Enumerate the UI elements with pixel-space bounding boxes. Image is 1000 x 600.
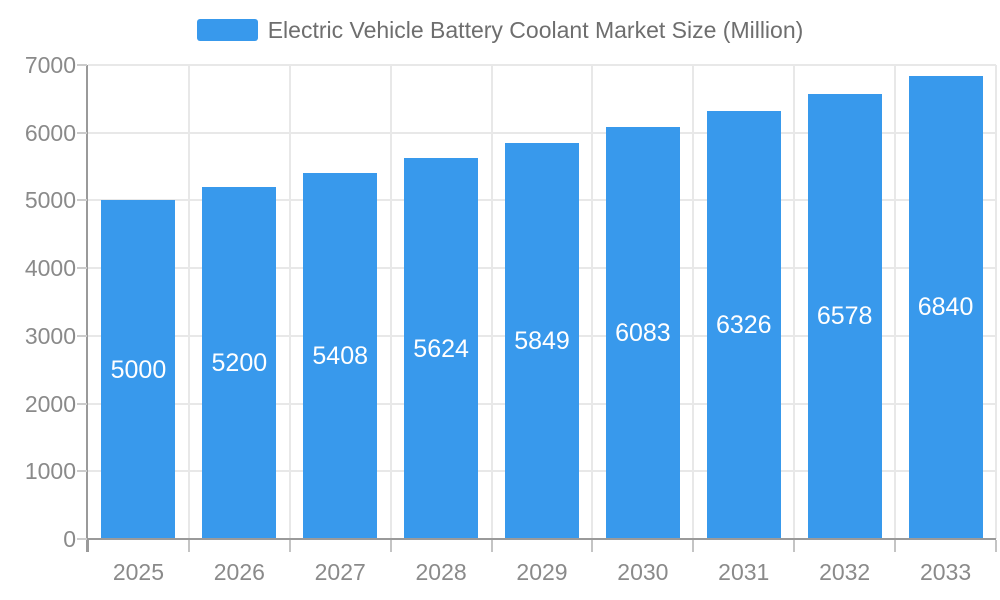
y-axis-label: 7000 (24, 52, 76, 78)
y-axis-label: 6000 (24, 119, 76, 146)
y-tick (77, 538, 87, 540)
bar[interactable]: 6840 (908, 75, 983, 539)
gridline-v (894, 65, 897, 539)
x-tick (288, 540, 291, 552)
y-axis-label: 4000 (24, 255, 76, 282)
gridline-h (88, 131, 996, 134)
bar-value-label: 6083 (615, 319, 671, 348)
bar-value-label: 5408 (312, 341, 369, 370)
bar[interactable]: 5408 (303, 172, 378, 539)
gridline-v (591, 65, 594, 539)
x-axis-label: 2033 (919, 559, 972, 585)
x-tick (389, 540, 392, 552)
y-tick (77, 64, 87, 66)
x-tick (591, 540, 594, 552)
y-axis-label: 0 (63, 526, 76, 552)
gridline-v (692, 65, 695, 539)
bar-value-label: 5000 (110, 355, 167, 384)
x-axis-label: 2030 (617, 559, 669, 585)
bar-value-label: 6840 (917, 293, 974, 322)
y-tick (77, 267, 87, 270)
bar[interactable]: 5000 (101, 200, 176, 539)
legend-label: Electric Vehicle Battery Coolant Market … (267, 17, 804, 43)
gridline-v (490, 65, 493, 539)
x-axis-label: 2029 (516, 559, 568, 585)
x-tick (894, 540, 897, 552)
legend-swatch (196, 19, 258, 41)
bar[interactable]: 6578 (807, 93, 882, 539)
bar[interactable]: 6083 (605, 127, 680, 539)
y-tick (77, 199, 87, 202)
bar-value-label: 5624 (413, 334, 469, 363)
gridline-v (389, 65, 392, 539)
gridline-v (187, 65, 190, 539)
x-axis-label: 2032 (819, 559, 871, 585)
gridline-v (995, 65, 997, 539)
bar[interactable]: 5849 (505, 142, 579, 539)
x-tick (490, 540, 493, 552)
bar[interactable]: 5200 (202, 186, 277, 539)
gridline-v (288, 65, 291, 539)
y-axis-line (86, 65, 88, 552)
y-tick (77, 470, 87, 473)
legend[interactable]: Electric Vehicle Battery Coolant Market … (0, 17, 1000, 43)
x-axis-label: 2027 (314, 559, 366, 585)
x-tick (87, 540, 89, 552)
gridline-h (88, 64, 996, 66)
y-tick (77, 131, 87, 134)
x-axis-label: 2025 (112, 559, 165, 585)
bar[interactable]: 6326 (706, 110, 781, 539)
x-axis-line (86, 538, 996, 540)
x-tick (187, 540, 190, 552)
x-tick (692, 540, 695, 552)
bar-value-label: 5200 (211, 348, 268, 377)
y-axis-label: 3000 (24, 322, 76, 349)
bar-value-label: 6578 (816, 302, 873, 331)
bar[interactable]: 5624 (404, 158, 479, 539)
y-axis-label: 5000 (24, 187, 76, 214)
plot-area: 5000 5200 5408 5624 5849 6083 6326 6578 6840 (88, 64, 997, 539)
y-tick (77, 334, 87, 337)
y-axis-label: 1000 (24, 458, 76, 485)
bar-value-label: 5849 (514, 326, 570, 355)
x-tick (995, 540, 997, 552)
x-tick (793, 540, 796, 552)
y-tick (77, 402, 87, 405)
bar-value-label: 6326 (715, 310, 772, 339)
x-axis-label: 2031 (718, 559, 770, 585)
gridline-v (793, 65, 796, 539)
x-axis-label: 2028 (415, 559, 467, 585)
y-axis-label: 2000 (24, 390, 76, 417)
x-axis-label: 2026 (213, 559, 265, 585)
